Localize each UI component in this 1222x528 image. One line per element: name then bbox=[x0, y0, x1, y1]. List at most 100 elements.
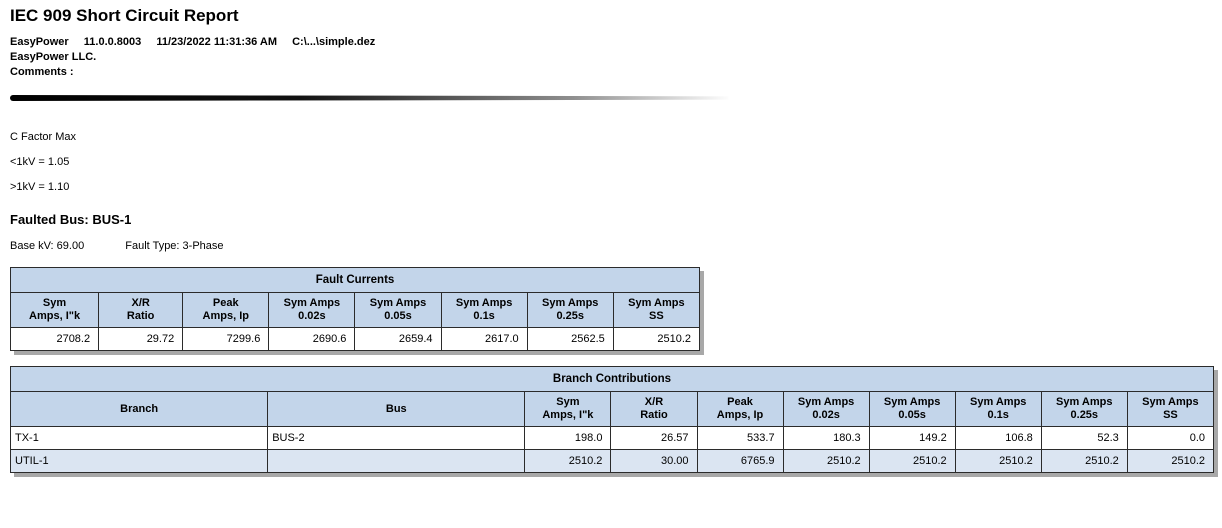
fault-currents-table-title: Fault Currents bbox=[10, 267, 700, 293]
column-header-bus: Bus bbox=[267, 391, 526, 427]
header-line-1: X/R bbox=[131, 297, 150, 309]
column-header-branch: Branch bbox=[9, 391, 269, 427]
project-file-path: C:\...\simple.dez bbox=[292, 36, 376, 48]
header-line-2: SS bbox=[649, 310, 664, 322]
header-line-2: 0.1s bbox=[473, 310, 495, 322]
header-line-1: Sym Amps bbox=[797, 396, 855, 408]
column-header-peak-amps: Peak Amps, Ip bbox=[182, 292, 270, 328]
cell-peak-amps: 6765.9 bbox=[696, 449, 784, 473]
header-line-1: Peak bbox=[212, 297, 239, 309]
cell-xr-ratio: 29.72 bbox=[98, 327, 184, 351]
header-line-2: 0.05s bbox=[898, 409, 926, 421]
column-header-peak-amps: Peak Amps, Ip bbox=[696, 391, 784, 427]
c-factor-high-kv: >1kV = 1.10 bbox=[10, 181, 70, 193]
fault-currents-header-row: Sym Amps, I"k X/R Ratio Peak Amps, Ip Sym A… bbox=[9, 292, 701, 328]
column-header-sym-01s: Sym Amps 0.1s bbox=[440, 292, 528, 328]
header-line-1: Sym Amps bbox=[1056, 396, 1113, 408]
header-divider-ribbon bbox=[10, 95, 729, 101]
cell-sym-002s: 2690.6 bbox=[268, 327, 356, 351]
column-header-sym-002s: Sym Amps 0.02s bbox=[782, 391, 870, 427]
faulted-bus-heading: Faulted Bus: BUS-1 bbox=[10, 212, 132, 227]
header-line-2: 0.25s bbox=[556, 310, 584, 322]
cell-sym-amps-ik: 2708.2 bbox=[9, 327, 100, 351]
report-datetime: 11/23/2022 11:31:36 AM bbox=[156, 36, 278, 48]
cell-sym-amps-ik: 198.0 bbox=[524, 426, 612, 450]
header-line-1: Sym Amps bbox=[1142, 396, 1199, 408]
cell-peak-amps: 533.7 bbox=[696, 426, 784, 450]
base-kv-value: Base kV: 69.00 bbox=[10, 240, 85, 252]
cell-sym-ss: 2510.2 bbox=[1126, 449, 1215, 473]
header-line-2: Amps, Ip bbox=[716, 409, 764, 421]
c-factor-section: C Factor Max <1kV = 1.05 >1kV = 1.10 bbox=[10, 131, 1222, 193]
cell-sym-025s: 2510.2 bbox=[1040, 449, 1128, 473]
header-line-2: 0.02s bbox=[298, 310, 326, 322]
header-line-2: 0.1s bbox=[987, 409, 1009, 421]
fault-currents-table: Fault Currents Sym Amps, I"k X/R Ratio Pea… bbox=[9, 267, 701, 351]
header-line-1: X/R bbox=[644, 396, 664, 408]
app-name: EasyPower bbox=[10, 36, 69, 48]
header-line-2: 0.05s bbox=[384, 310, 412, 322]
header-line-1: Sym Amps bbox=[883, 396, 941, 408]
fault-type-value: Fault Type: 3-Phase bbox=[125, 240, 224, 252]
column-header-xr-ratio: X/R Ratio bbox=[610, 391, 698, 427]
column-header-sym-002s: Sym Amps 0.02s bbox=[268, 292, 356, 328]
header-line-2: Amps, Ip bbox=[202, 310, 249, 322]
column-header-sym-025s: Sym Amps 0.25s bbox=[1040, 391, 1128, 427]
cell-sym-amps-ik: 2510.2 bbox=[524, 449, 612, 473]
header-line-1: Sym Amps bbox=[455, 297, 513, 309]
cell-sym-002s: 2510.2 bbox=[782, 449, 870, 473]
branch-row-util1: UTIL-1 2510.2 30.00 6765.9 2510.2 2510.2… bbox=[9, 449, 1215, 473]
cell-bus: BUS-2 bbox=[267, 426, 526, 450]
cell-peak-amps: 7299.6 bbox=[182, 327, 270, 351]
cell-sym-01s: 2510.2 bbox=[954, 449, 1042, 473]
cell-xr-ratio: 26.57 bbox=[610, 426, 698, 450]
cell-sym-025s: 52.3 bbox=[1040, 426, 1128, 450]
header-line-2: 0.25s bbox=[1070, 409, 1099, 421]
comments-label: Comments : bbox=[10, 66, 74, 78]
company-line: EasyPower LLC. bbox=[10, 51, 97, 63]
header-line-1: Sym Amps bbox=[369, 297, 427, 309]
header-line-2: Amps, I"k bbox=[542, 409, 594, 421]
header-line-2: Ratio bbox=[640, 409, 668, 421]
cell-sym-ss: 2510.2 bbox=[612, 327, 701, 351]
c-factor-low-kv: <1kV = 1.05 bbox=[10, 156, 70, 168]
branch-contributions-header-row: Branch Bus Sym Amps, I"k X/R Ratio Peak Amp… bbox=[9, 391, 1215, 427]
column-header-sym-amps-ik: Sym Amps, I"k bbox=[524, 391, 612, 427]
column-header-sym-025s: Sym Amps 0.25s bbox=[526, 292, 614, 328]
header-line-1: Sym Amps bbox=[283, 297, 341, 309]
header-line-1: Sym bbox=[556, 396, 580, 408]
cell-branch: UTIL-1 bbox=[9, 449, 269, 473]
page-title: IEC 909 Short Circuit Report bbox=[10, 6, 239, 25]
app-meta-line: EasyPower 11.0.0.8003 11/23/2022 11:31:3… bbox=[10, 35, 1222, 50]
branch-row-tx1: TX-1 BUS-2 198.0 26.57 533.7 180.3 149.2… bbox=[9, 426, 1215, 450]
header-line-2: Ratio bbox=[126, 310, 155, 322]
header-line-2: 0.02s bbox=[812, 409, 840, 421]
cell-sym-005s: 2510.2 bbox=[868, 449, 956, 473]
column-header-sym-005s: Sym Amps 0.05s bbox=[868, 391, 956, 427]
report-page: IEC 909 Short Circuit Report EasyPower 1… bbox=[9, 6, 1222, 473]
cell-branch: TX-1 bbox=[9, 426, 269, 450]
header-line-1: Sym Amps bbox=[969, 396, 1027, 408]
cell-xr-ratio: 30.00 bbox=[610, 449, 698, 473]
cell-sym-01s: 106.8 bbox=[954, 426, 1042, 450]
header-line-1: Sym Amps bbox=[628, 297, 685, 309]
fault-currents-data-row: 2708.2 29.72 7299.6 2690.6 2659.4 2617.0… bbox=[9, 327, 701, 351]
branch-contributions-table-title: Branch Contributions bbox=[10, 366, 1214, 392]
header-line-1: Sym bbox=[42, 297, 67, 309]
cell-sym-005s: 149.2 bbox=[868, 426, 956, 450]
column-header-sym-ss: Sym Amps SS bbox=[1126, 391, 1215, 427]
header-line-1: Peak bbox=[727, 396, 753, 408]
column-header-sym-005s: Sym Amps 0.05s bbox=[354, 292, 442, 328]
header-line-2: Amps, I"k bbox=[29, 310, 81, 322]
bus-info-line: Base kV: 69.00 Fault Type: 3-Phase bbox=[10, 240, 1222, 252]
cell-sym-025s: 2562.5 bbox=[526, 327, 614, 351]
column-header-sym-ss: Sym Amps SS bbox=[612, 292, 701, 328]
cell-sym-005s: 2659.4 bbox=[354, 327, 442, 351]
fault-currents-title-row: Fault Currents bbox=[10, 267, 700, 293]
cell-sym-ss: 0.0 bbox=[1126, 426, 1215, 450]
column-header-sym-01s: Sym Amps 0.1s bbox=[954, 391, 1042, 427]
c-factor-heading: C Factor Max bbox=[10, 131, 77, 143]
column-header-sym-amps-ik: Sym Amps, I"k bbox=[9, 292, 100, 328]
header-line-2: SS bbox=[1163, 409, 1178, 421]
header-line-1: Sym Amps bbox=[541, 297, 599, 309]
